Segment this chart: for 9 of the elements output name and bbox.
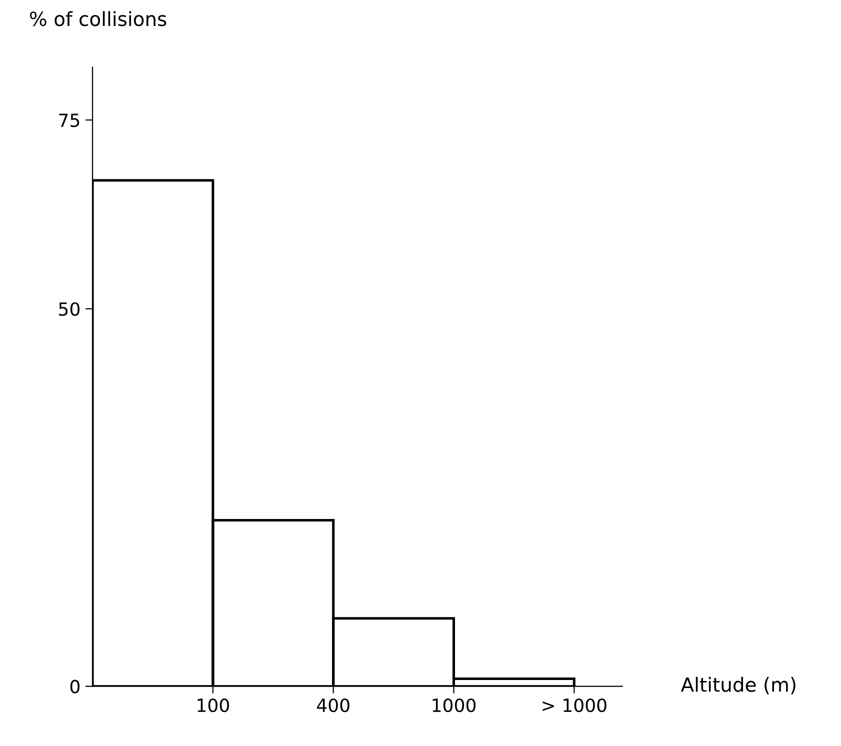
x-tick-label: 1000 [432,698,476,712]
y-tick-label: 50 [59,302,80,316]
x-axis-title: Altitude (m) [680,676,796,694]
x-tick-label: > 1000 [542,698,606,712]
x-tick-label: 100 [198,698,229,712]
y-tick-label: 75 [59,114,80,128]
y-axis-title: % of collisions [30,11,166,26]
x-tick-label: 400 [316,698,350,712]
y-tick-label: 0 [70,680,80,694]
